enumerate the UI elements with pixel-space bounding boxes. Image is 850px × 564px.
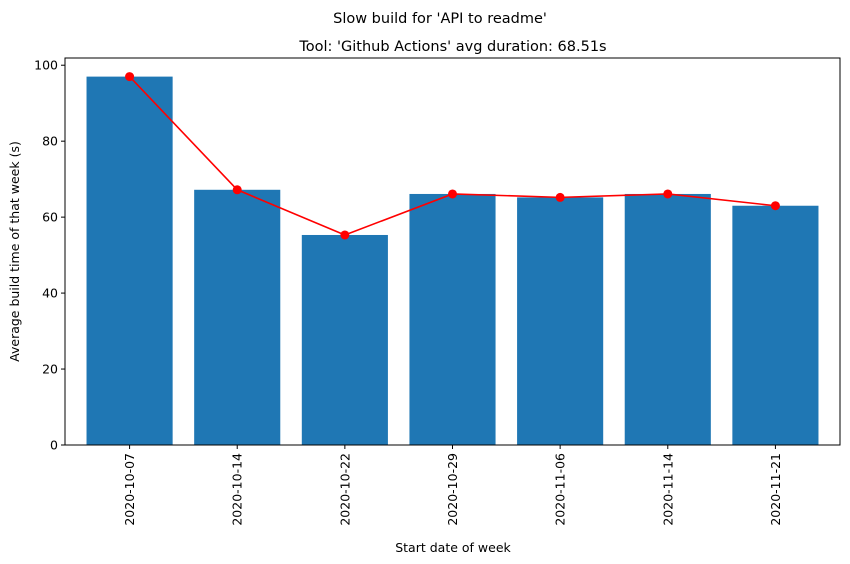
x-axis-label: Start date of week <box>395 540 511 555</box>
x-tick-label: 2020-10-07 <box>122 453 137 526</box>
x-tick-label: 2020-10-29 <box>445 453 460 526</box>
x-tick-label: 2020-11-21 <box>768 453 783 526</box>
bar <box>732 205 819 445</box>
line-marker <box>125 72 135 82</box>
x-tick-label: 2020-10-22 <box>337 453 352 526</box>
y-axis-ticks: 0 20 40 60 80 100 <box>34 58 65 453</box>
y-tick-label: 20 <box>42 362 58 377</box>
line-series-group <box>125 72 780 240</box>
x-axis-ticks: 2020-10-07 2020-10-14 2020-10-22 2020-10-29… <box>122 445 783 526</box>
y-axis-label: Average build time of that week (s) <box>7 141 22 362</box>
plot-frame <box>64 57 841 446</box>
bar <box>624 193 711 445</box>
y-tick-label: 0 <box>50 438 58 453</box>
line-marker <box>555 192 565 202</box>
x-tick-label: 2020-11-06 <box>553 453 568 526</box>
bar <box>517 197 604 445</box>
y-tick-label: 40 <box>42 286 58 301</box>
chart-title: Tool: 'Github Actions' avg duration: 68.… <box>298 39 606 55</box>
bar <box>194 189 281 445</box>
line-marker <box>663 189 673 199</box>
x-tick-label: 2020-11-14 <box>660 453 675 526</box>
line-marker <box>770 201 780 211</box>
y-tick-label: 80 <box>42 134 58 149</box>
x-tick-label: 2020-10-14 <box>230 453 245 526</box>
chart-suptitle: Slow build for 'API to readme' <box>333 11 547 27</box>
y-tick-label: 100 <box>34 58 58 73</box>
line-marker <box>340 230 350 240</box>
y-tick-label: 60 <box>42 210 58 225</box>
bar <box>301 234 388 445</box>
bar <box>409 193 496 445</box>
bars-group <box>86 76 819 445</box>
line-marker <box>232 185 242 195</box>
line-marker <box>448 189 457 199</box>
bar <box>86 76 173 445</box>
